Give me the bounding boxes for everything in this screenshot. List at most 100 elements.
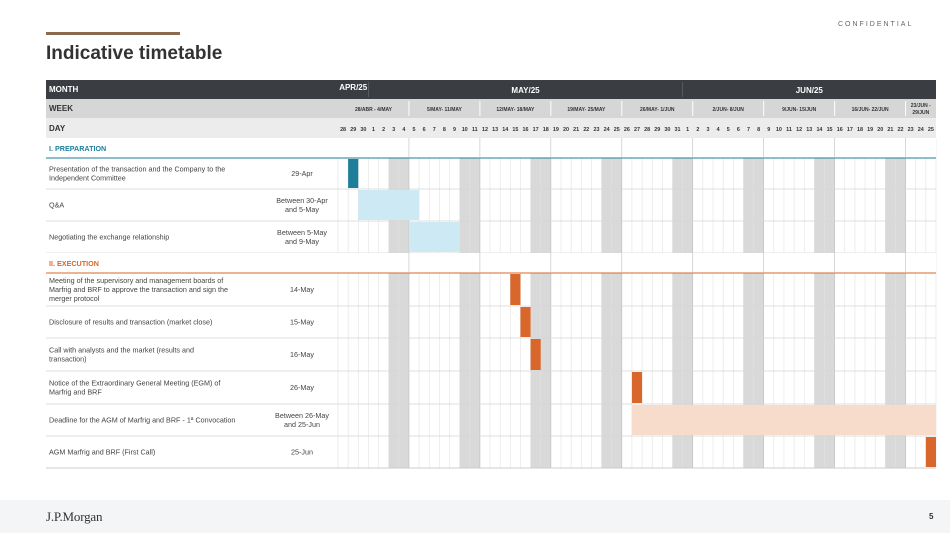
weekend-cell [459, 189, 470, 221]
weekend-cell [682, 273, 693, 306]
section-row-bg [46, 138, 936, 158]
weekend-cell [540, 306, 551, 338]
day-label: 6 [737, 127, 740, 133]
day-label: 14 [816, 127, 822, 133]
day-label: 2 [382, 127, 385, 133]
task-bar [408, 222, 460, 252]
weekend-cell [885, 338, 896, 371]
weekend-cell [814, 189, 825, 221]
day-label: 9 [453, 127, 456, 133]
weekend-cell [682, 338, 693, 371]
task-bar [520, 307, 531, 337]
task-date: 16-May [290, 350, 314, 359]
weekend-cell [398, 404, 409, 436]
day-row-label: DAY [49, 124, 66, 133]
day-label: 11 [786, 127, 792, 133]
footer-bar [0, 500, 950, 533]
weekend-cell [459, 338, 470, 371]
weekend-cell [459, 404, 470, 436]
task-date: 14-May [290, 285, 314, 294]
task-date: 25-Jun [291, 448, 313, 457]
weekend-cell [895, 371, 906, 404]
day-label: 12 [796, 127, 802, 133]
week-row-bg [46, 99, 936, 118]
weekend-cell [601, 273, 612, 306]
weekend-cell [469, 338, 480, 371]
weekend-cell [824, 371, 835, 404]
weekend-cell [398, 338, 409, 371]
weekend-cell [540, 221, 551, 253]
day-label: 19 [867, 127, 873, 133]
week-label: 23/JUN - [911, 103, 931, 109]
page-number: 5 [929, 512, 934, 521]
weekend-cell [682, 436, 693, 468]
weekend-cell [611, 189, 622, 221]
weekend-cell [611, 338, 622, 371]
month-label: APR/25 [339, 83, 368, 92]
task-date: and 9-May [285, 237, 319, 246]
weekend-cell [895, 273, 906, 306]
weekend-cell [753, 306, 764, 338]
day-label: 16 [837, 127, 843, 133]
weekend-cell [885, 158, 896, 189]
weekend-cell [601, 436, 612, 468]
week-label: 28/ABR - 4/MAY [355, 107, 393, 113]
weekend-cell [601, 404, 612, 436]
weekend-cell [388, 306, 399, 338]
weekend-cell [530, 273, 541, 306]
weekend-cell [753, 371, 764, 404]
day-label: 7 [747, 127, 750, 133]
weekend-cell [672, 273, 683, 306]
weekend-cell [398, 436, 409, 468]
weekend-cell [824, 158, 835, 189]
weekend-cell [682, 221, 693, 253]
weekend-cell [540, 436, 551, 468]
weekend-cell [459, 221, 470, 253]
task-bar [925, 437, 936, 467]
weekend-cell [672, 338, 683, 371]
confidential-label: CONFIDENTIAL [838, 21, 914, 28]
day-label: 8 [443, 127, 446, 133]
weekend-cell [398, 371, 409, 404]
weekend-cell [459, 436, 470, 468]
week-label: 19/MAY- 25/MAY [567, 107, 606, 113]
weekend-cell [388, 273, 399, 306]
day-label: 23 [593, 127, 599, 133]
task-bar [530, 339, 541, 370]
week-label: 29/JUN [912, 110, 929, 116]
section-title: II. EXECUTION [49, 259, 99, 268]
task-date: and 25-Jun [284, 420, 320, 429]
day-label: 15 [512, 127, 518, 133]
weekend-cell [469, 273, 480, 306]
weekend-cell [672, 158, 683, 189]
day-label: 25 [928, 127, 934, 133]
weekend-cell [895, 189, 906, 221]
task-name: Presentation of the transaction and the … [49, 164, 225, 173]
day-label: 13 [492, 127, 498, 133]
weekend-cell [824, 306, 835, 338]
day-label: 3 [392, 127, 395, 133]
day-label: 11 [472, 127, 478, 133]
weekend-cell [398, 221, 409, 253]
weekend-cell [824, 221, 835, 253]
page-title: Indicative timetable [46, 43, 223, 64]
weekend-cell [814, 436, 825, 468]
task-name: Marfrig and BRF [49, 388, 102, 397]
weekend-cell [540, 273, 551, 306]
task-bar [358, 190, 420, 220]
weekend-cell [743, 189, 754, 221]
weekend-cell [743, 338, 754, 371]
day-label: 13 [806, 127, 812, 133]
weekend-cell [530, 158, 541, 189]
weekend-cell [895, 306, 906, 338]
weekend-cell [611, 371, 622, 404]
task-name: transaction) [49, 355, 87, 364]
day-label: 21 [573, 127, 579, 133]
day-label: 14 [502, 127, 508, 133]
task-date: 29-Apr [291, 169, 313, 178]
weekend-cell [469, 404, 480, 436]
day-label: 2 [696, 127, 699, 133]
weekend-cell [388, 436, 399, 468]
weekend-cell [611, 158, 622, 189]
week-label: 9/JUN- 15/JUN [782, 107, 817, 113]
